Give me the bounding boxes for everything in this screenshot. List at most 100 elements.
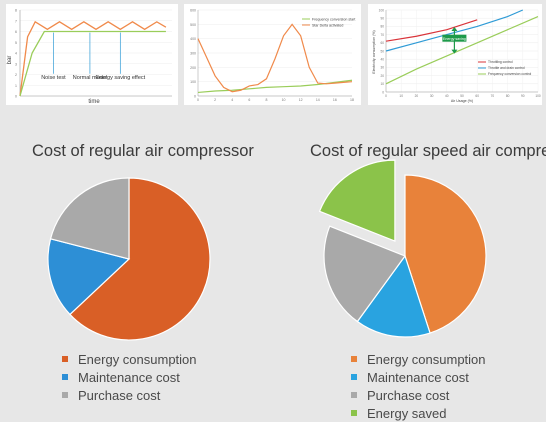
x-tick-label: 16 [333,98,337,102]
series-line-1 [197,23,353,93]
saving-badge [442,34,467,42]
legend-label-purchase: Purchase cost [367,387,450,403]
saving-arrow-down [451,49,458,54]
x-tick-label: 0 [197,98,199,102]
legend-swatch-purchase [62,392,68,398]
y-tick-label: 6 [15,30,17,34]
legend-swatch-maintenance [351,374,357,380]
y-tick-label: 70 [380,33,384,37]
y-axis-label: bar [7,56,13,65]
legend-swatch-energy [351,356,357,362]
pressure-chart: 0 1 2 3 4 5 6 7 8 bar time Noise test Normal modelEn… [7,9,172,105]
x-axis-label: time [88,99,100,105]
x-tick-label: 20 [415,94,419,98]
y-tick-label: 30 [380,66,384,70]
x-tick-label: 10 [399,94,403,98]
x-tick-label: 0 [385,94,387,98]
y-tick-label: 200 [190,66,196,70]
y-tick-label: 3 [15,62,17,66]
pie-slice-energy-consumption [69,177,211,341]
x-tick-label: 60 [475,94,479,98]
pie-2-legend: Energy consumption Maintenance cost Purc… [351,350,486,422]
x-tick-label: 18 [350,98,354,102]
annotation-label: Noise test [41,75,66,81]
x-tick-label: 50 [460,94,464,98]
y-tick-label: 4 [15,52,17,56]
legend-label: Frequency conversion control [488,72,532,76]
y-tick-label: 80 [380,25,384,29]
y-tick-label: 0 [15,95,17,99]
x-tick-label: 4 [231,98,233,102]
pie-2-title: Cost of regular speed air compressor [310,142,546,160]
pie-1-legend: Energy consumption Maintenance cost Purc… [62,350,197,404]
legend-swatch-purchase [351,392,357,398]
y-tick-label: 40 [380,58,384,62]
legend-item-purchase: Purchase cost [351,386,486,404]
legend-item-energy: Energy consumption [351,350,486,368]
x-tick-label: 70 [491,94,495,98]
legend-item-energy: Energy consumption [62,350,197,368]
legend-label: Throttle and drain control [488,66,525,70]
y-tick-label: 90 [380,17,384,21]
legend-label-energy: Energy consumption [78,351,197,367]
pressure-chart-panel: 0 1 2 3 4 5 6 7 8 bar time Noise test Normal model En… [6,4,178,105]
legend-label-energy: Energy consumption [367,351,486,367]
y-tick-label: 400 [190,37,196,41]
pie-slice-maintenance-cost [356,254,431,338]
pie-slice-purchase-cost [49,177,130,260]
series-line-0 [19,20,167,97]
y-tick-label: 8 [15,9,17,13]
y-tick-label: 50 [380,49,384,53]
y-tick-label: 100 [379,8,385,12]
y-tick-label: 300 [190,52,196,56]
series-line-0 [385,19,478,42]
consumption-chart: 0 10 20 30 40 50 60 70 80 90 100 0 10 20 30 40 50 60 70 80 9… [372,8,541,103]
pie-slice-energy-consumption [404,174,487,334]
y-tick-label: 1 [15,84,17,88]
x-tick-label: 90 [521,94,525,98]
y-tick-label: 0 [194,95,196,99]
legend-swatch-maintenance [62,374,68,380]
legend-item-maintenance: Maintenance cost [351,368,486,386]
x-tick-label: 80 [506,94,510,98]
y-tick-label: 60 [380,41,384,45]
y-axis-label: Electricity consumption (%) [372,30,376,73]
y-tick-label: 7 [15,19,17,23]
legend-swatch-saved [351,410,357,416]
saving-arrow-up [451,27,458,32]
legend-item-purchase: Purchase cost [62,386,197,404]
y-tick-label: 600 [190,9,196,13]
legend-label: Star Delta activated [312,23,343,27]
pie-1-title: Cost of regular air compressor [32,142,254,160]
consumption-chart-panel: 0 10 20 30 40 50 60 70 80 90 100 0 10 20 30 40 50 60 70 80 9… [368,4,542,105]
x-tick-label: 6 [248,98,250,102]
annotation-label: Normal model [73,75,107,81]
legend-label-maintenance: Maintenance cost [78,369,180,385]
series-line-0 [197,79,353,94]
x-tick-label: 14 [316,98,320,102]
annotation-label: Energy saving effect [95,75,145,81]
x-tick-label: 8 [265,98,267,102]
y-tick-label: 10 [380,82,384,86]
y-tick-label: 20 [380,74,384,78]
x-tick-label: 100 [535,94,541,98]
x-tick-label: 10 [282,98,286,102]
legend-swatch-energy [62,356,68,362]
y-tick-label: 500 [190,23,196,27]
legend-label-maintenance: Maintenance cost [367,369,469,385]
y-tick-label: 100 [190,80,196,84]
legend-item-maintenance: Maintenance cost [62,368,197,386]
series-line-2 [385,16,539,85]
startup-chart-panel: 0 100 200 300 400 500 600 0 2 4 6 8 10 12 14 16 18 Freque… [184,4,361,105]
pie-slice-maintenance-cost [47,238,131,316]
series-line-1 [385,9,524,52]
series-line-1 [19,30,166,97]
saving-badge-label: Energy saving [443,37,466,41]
x-axis-label: Air Usage (%) [451,99,473,103]
pie-slice-purchase-cost [323,225,406,323]
x-tick-label: 40 [445,94,449,98]
x-tick-label: 2 [214,98,216,102]
y-tick-label: 5 [15,41,17,45]
legend-label: Frequency conversion start [312,17,355,21]
